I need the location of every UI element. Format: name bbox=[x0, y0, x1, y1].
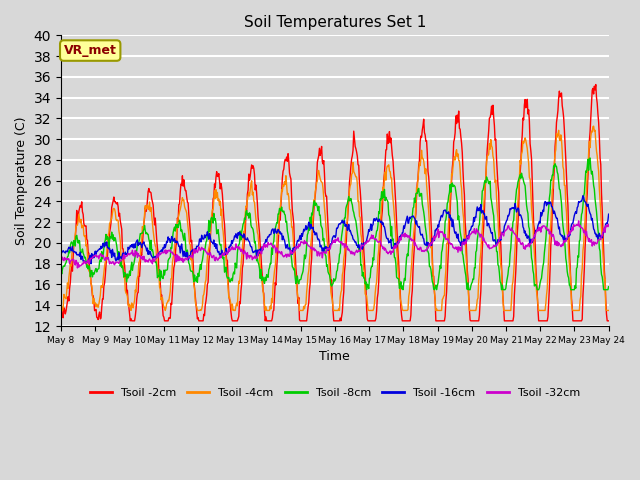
Tsoil -32cm bbox=[605, 221, 612, 227]
Tsoil -2cm bbox=[605, 318, 612, 324]
Tsoil -4cm bbox=[423, 182, 431, 188]
Tsoil -8cm bbox=[392, 261, 400, 266]
Tsoil -16cm bbox=[87, 261, 95, 266]
Tsoil -32cm bbox=[122, 253, 130, 259]
Tsoil -32cm bbox=[250, 255, 258, 261]
Tsoil -8cm bbox=[605, 284, 612, 289]
Tsoil -16cm bbox=[57, 253, 65, 259]
Tsoil -2cm bbox=[223, 257, 230, 263]
Tsoil -4cm bbox=[57, 304, 65, 310]
Legend: Tsoil -2cm, Tsoil -4cm, Tsoil -8cm, Tsoil -16cm, Tsoil -32cm: Tsoil -2cm, Tsoil -4cm, Tsoil -8cm, Tsoi… bbox=[85, 384, 584, 403]
Tsoil -2cm bbox=[592, 82, 600, 87]
Tsoil -4cm bbox=[122, 290, 130, 296]
Tsoil -4cm bbox=[59, 308, 67, 313]
Tsoil -2cm bbox=[392, 203, 400, 208]
Tsoil -8cm bbox=[270, 239, 278, 244]
Tsoil -16cm bbox=[423, 239, 431, 245]
Tsoil -8cm bbox=[586, 155, 594, 161]
Tsoil -2cm bbox=[250, 166, 258, 171]
Tsoil -4cm bbox=[590, 123, 598, 129]
Tsoil -16cm bbox=[392, 244, 400, 250]
Tsoil -32cm bbox=[392, 245, 400, 251]
Tsoil -32cm bbox=[74, 265, 81, 271]
Tsoil -4cm bbox=[605, 308, 612, 313]
Tsoil -4cm bbox=[271, 268, 278, 274]
Tsoil -4cm bbox=[223, 271, 230, 276]
Tsoil -8cm bbox=[363, 287, 371, 293]
Tsoil -16cm bbox=[579, 193, 587, 199]
Tsoil -32cm bbox=[57, 259, 65, 264]
Tsoil -2cm bbox=[127, 318, 134, 324]
Tsoil -8cm bbox=[57, 267, 65, 273]
Tsoil -4cm bbox=[250, 198, 258, 204]
Line: Tsoil -32cm: Tsoil -32cm bbox=[61, 221, 609, 268]
Line: Tsoil -4cm: Tsoil -4cm bbox=[61, 126, 609, 311]
Tsoil -2cm bbox=[57, 307, 65, 312]
Tsoil -32cm bbox=[423, 248, 431, 254]
Text: VR_met: VR_met bbox=[64, 44, 116, 57]
Tsoil -16cm bbox=[271, 230, 278, 236]
Tsoil -2cm bbox=[423, 138, 431, 144]
Tsoil -2cm bbox=[122, 273, 129, 279]
Tsoil -32cm bbox=[575, 218, 582, 224]
Line: Tsoil -16cm: Tsoil -16cm bbox=[61, 196, 609, 264]
Tsoil -32cm bbox=[271, 242, 278, 248]
Line: Tsoil -2cm: Tsoil -2cm bbox=[61, 84, 609, 321]
Y-axis label: Soil Temperature (C): Soil Temperature (C) bbox=[15, 117, 28, 245]
Tsoil -16cm bbox=[223, 250, 230, 256]
Line: Tsoil -8cm: Tsoil -8cm bbox=[61, 158, 609, 290]
Tsoil -16cm bbox=[122, 252, 130, 258]
Tsoil -8cm bbox=[222, 264, 230, 270]
Title: Soil Temperatures Set 1: Soil Temperatures Set 1 bbox=[244, 15, 426, 30]
Tsoil -8cm bbox=[122, 271, 129, 276]
Tsoil -32cm bbox=[223, 251, 230, 257]
Tsoil -8cm bbox=[423, 233, 431, 239]
Tsoil -4cm bbox=[392, 234, 400, 240]
Tsoil -16cm bbox=[605, 211, 612, 217]
Tsoil -8cm bbox=[249, 227, 257, 232]
Tsoil -2cm bbox=[271, 293, 278, 299]
Tsoil -16cm bbox=[250, 249, 258, 255]
X-axis label: Time: Time bbox=[319, 350, 350, 363]
